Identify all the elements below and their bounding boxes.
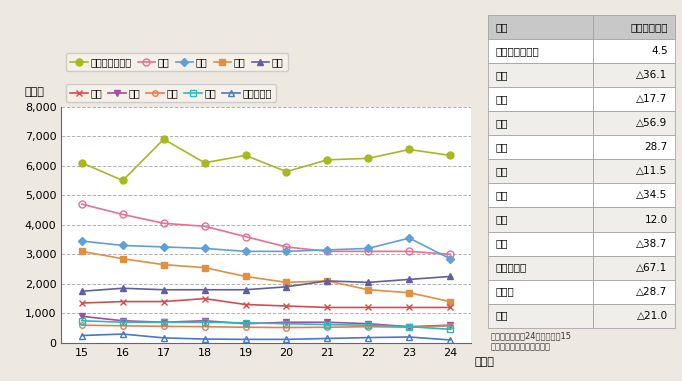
Text: 誐欺: 誐欺	[495, 142, 507, 152]
FancyBboxPatch shape	[593, 159, 675, 184]
Text: 12.0: 12.0	[644, 215, 668, 224]
FancyBboxPatch shape	[593, 39, 675, 63]
FancyBboxPatch shape	[488, 208, 593, 232]
Text: △67.1: △67.1	[636, 263, 668, 272]
Text: 覚せい剤取締法: 覚せい剤取締法	[495, 46, 539, 56]
Text: 暴行: 暴行	[495, 166, 507, 176]
Text: 注：増減率は、24年の数値を15
　年の数値と比較したもの: 注：増減率は、24年の数値を15 年の数値と比較したもの	[491, 331, 572, 351]
Text: △11.5: △11.5	[636, 166, 668, 176]
Text: △28.7: △28.7	[636, 287, 668, 297]
FancyBboxPatch shape	[593, 135, 675, 159]
Text: △56.9: △56.9	[636, 118, 668, 128]
FancyBboxPatch shape	[488, 87, 593, 111]
Text: 脅迫: 脅迫	[495, 215, 507, 224]
Text: △21.0: △21.0	[636, 311, 668, 321]
Text: 恐嗝: 恐嗝	[495, 118, 507, 128]
Text: △17.7: △17.7	[636, 94, 668, 104]
FancyBboxPatch shape	[593, 87, 675, 111]
FancyBboxPatch shape	[488, 111, 593, 135]
FancyBboxPatch shape	[488, 232, 593, 256]
Text: 強盗: 強盗	[495, 239, 507, 248]
FancyBboxPatch shape	[593, 111, 675, 135]
Text: その他: その他	[495, 287, 514, 297]
FancyBboxPatch shape	[593, 63, 675, 87]
FancyBboxPatch shape	[488, 304, 593, 328]
Text: （人）: （人）	[25, 87, 44, 97]
Text: 4.5: 4.5	[651, 46, 668, 56]
FancyBboxPatch shape	[593, 208, 675, 232]
Text: 28.7: 28.7	[644, 142, 668, 152]
Text: 合計: 合計	[495, 311, 507, 321]
FancyBboxPatch shape	[593, 280, 675, 304]
FancyBboxPatch shape	[488, 184, 593, 208]
FancyBboxPatch shape	[488, 135, 593, 159]
Text: 増減率（％）: 増減率（％）	[630, 22, 668, 32]
FancyBboxPatch shape	[488, 63, 593, 87]
Text: △38.7: △38.7	[636, 239, 668, 248]
FancyBboxPatch shape	[593, 15, 675, 39]
FancyBboxPatch shape	[593, 184, 675, 208]
Text: （年）: （年）	[475, 357, 494, 367]
FancyBboxPatch shape	[488, 159, 593, 184]
FancyBboxPatch shape	[593, 304, 675, 328]
Text: 傍害: 傍害	[495, 70, 507, 80]
FancyBboxPatch shape	[488, 15, 593, 39]
FancyBboxPatch shape	[488, 39, 593, 63]
Text: △34.5: △34.5	[636, 190, 668, 200]
Text: 区分: 区分	[495, 22, 507, 32]
Text: △36.1: △36.1	[636, 70, 668, 80]
FancyBboxPatch shape	[488, 280, 593, 304]
Text: 窃盗: 窃盗	[495, 94, 507, 104]
Legend: 暴行, 賭博, 脅迫, 強盗, ノミ行為等: 暴行, 賭博, 脅迫, 強盗, ノミ行為等	[66, 84, 276, 102]
Text: ノミ行為等: ノミ行為等	[495, 263, 527, 272]
FancyBboxPatch shape	[488, 256, 593, 280]
Text: 賻博: 賻博	[495, 190, 507, 200]
FancyBboxPatch shape	[593, 256, 675, 280]
FancyBboxPatch shape	[593, 232, 675, 256]
